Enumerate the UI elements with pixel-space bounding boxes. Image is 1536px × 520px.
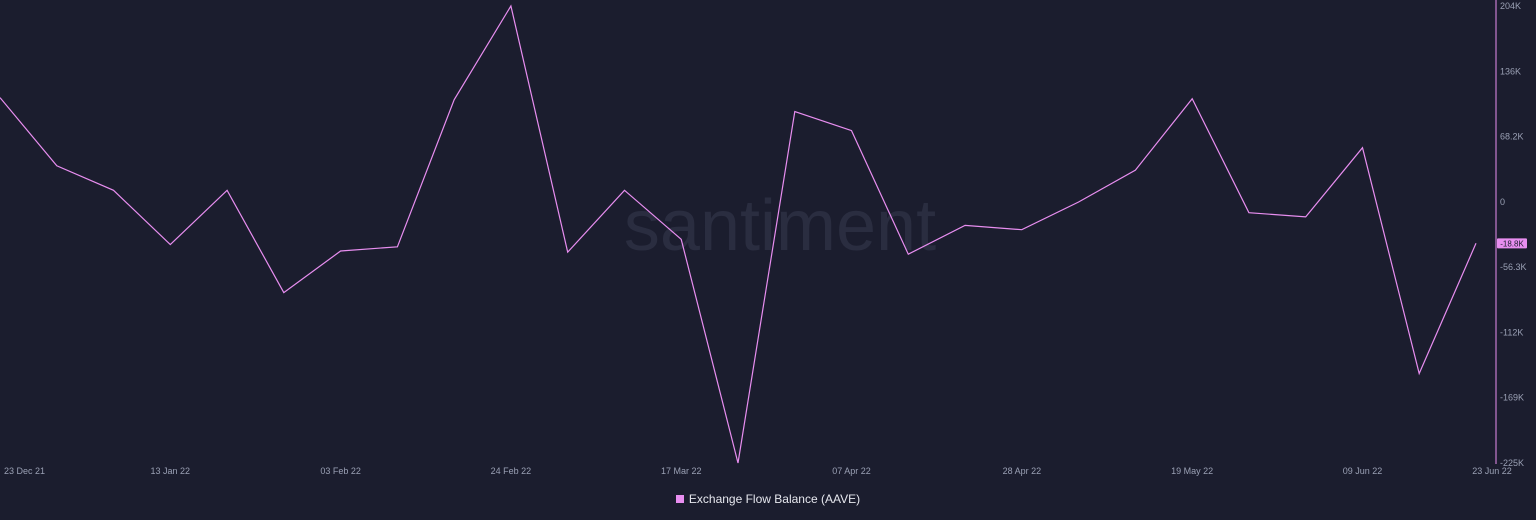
x-tick-label: 03 Feb 22 <box>320 466 361 476</box>
y-tick-label: -56.3K <box>1500 262 1527 272</box>
y-tick-label: -225K <box>1500 458 1524 468</box>
exchange-flow-chart: santiment 23 Dec 21 13 Jan 22 03 Feb 22 24 … <box>0 0 1527 476</box>
x-tick-label: 07 Apr 22 <box>832 466 871 476</box>
y-tick-label: 136K <box>1500 66 1521 76</box>
legend-swatch <box>675 495 684 503</box>
y-tick-label: 68.2K <box>1500 132 1524 142</box>
x-tick-label: 17 Mar 22 <box>661 466 702 476</box>
x-tick-label: 23 Jun 22 <box>1472 466 1512 476</box>
x-tick-label: 09 Jun 22 <box>1343 466 1383 476</box>
y-tick-label: 204K <box>1500 1 1521 11</box>
y-tick-label: -169K <box>1500 393 1524 403</box>
current-value-badge-bg <box>1497 238 1527 249</box>
legend-label: Exchange Flow Balance (AAVE) <box>688 492 861 506</box>
y-axis: 204K 136K 68.2K 0 -56.3K -112K -169K -225K <box>1500 1 1527 468</box>
x-tick-label: 23 Dec 21 <box>4 466 45 476</box>
current-value-badge: -18.8K <box>1497 238 1527 249</box>
y-tick-label: 0 <box>1500 197 1505 207</box>
x-tick-label: 19 May 22 <box>1171 466 1213 476</box>
x-tick-label: 28 Apr 22 <box>1003 466 1042 476</box>
series-line-exchange-flow <box>0 4 1477 464</box>
x-axis: 23 Dec 21 13 Jan 22 03 Feb 22 24 Feb 22 17 M… <box>4 466 1512 476</box>
watermark: santiment <box>624 186 936 266</box>
y-tick-label: -112K <box>1500 327 1523 337</box>
legend[interactable]: Exchange Flow Balance (AAVE) <box>0 492 1536 506</box>
x-tick-label: 24 Feb 22 <box>491 466 532 476</box>
current-value-label: -18.8K <box>1500 239 1524 248</box>
x-tick-label: 13 Jan 22 <box>151 466 191 476</box>
